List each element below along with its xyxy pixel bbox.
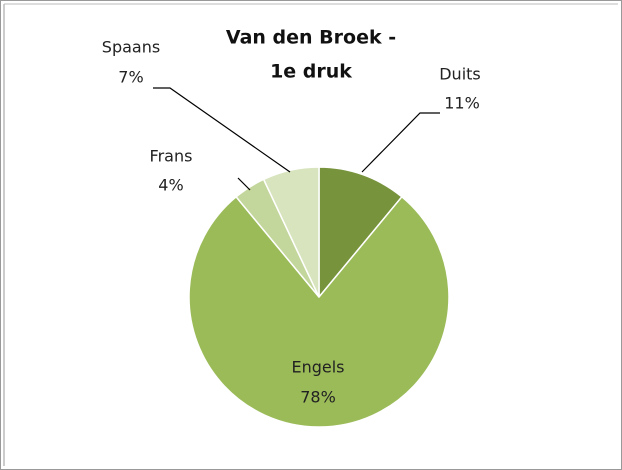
slice-value: 78% <box>300 388 336 407</box>
chart-title: Van den Broek - <box>226 27 396 49</box>
slice-label: Frans <box>150 147 193 166</box>
leader-line <box>237 177 251 191</box>
pie-slice <box>318 166 403 300</box>
slice-value: 7% <box>118 68 143 87</box>
pie-slice <box>262 166 320 298</box>
leader-line <box>361 112 440 173</box>
slice-label: Engels <box>291 358 344 377</box>
chart-title: 1e druk <box>270 61 352 83</box>
slice-label: Duits <box>439 65 481 84</box>
leader-line <box>153 87 291 173</box>
slice-label: Spaans <box>102 38 160 57</box>
slice-value: 4% <box>158 176 183 195</box>
slice-value: 11% <box>444 94 480 113</box>
pie-slice <box>188 195 450 428</box>
